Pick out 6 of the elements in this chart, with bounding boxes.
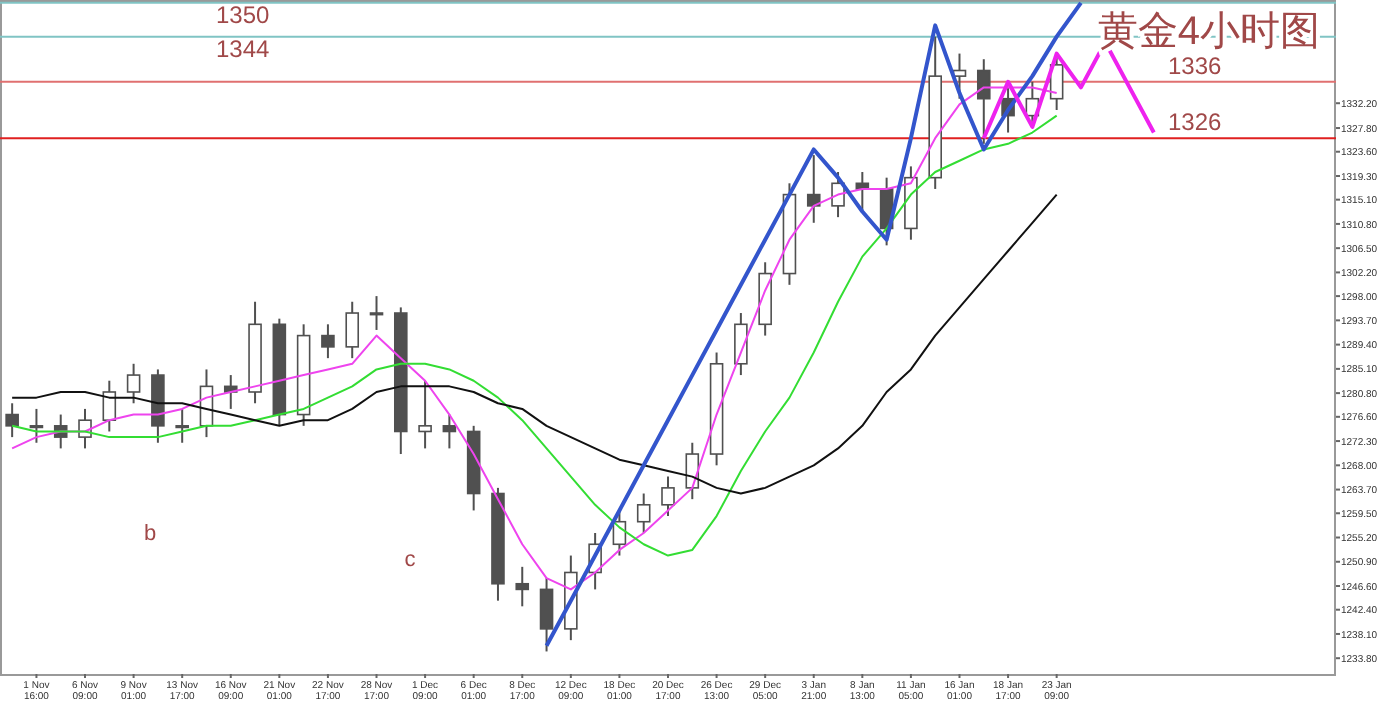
ref-line-label: 1326 [1168, 108, 1223, 137]
ref-line-label: 1336 [1168, 51, 1223, 80]
annotation: b [143, 522, 157, 546]
ref-line-label: 1350 [216, 0, 271, 29]
ref-line-label: 1344 [216, 34, 271, 63]
annotation: c [404, 548, 417, 572]
